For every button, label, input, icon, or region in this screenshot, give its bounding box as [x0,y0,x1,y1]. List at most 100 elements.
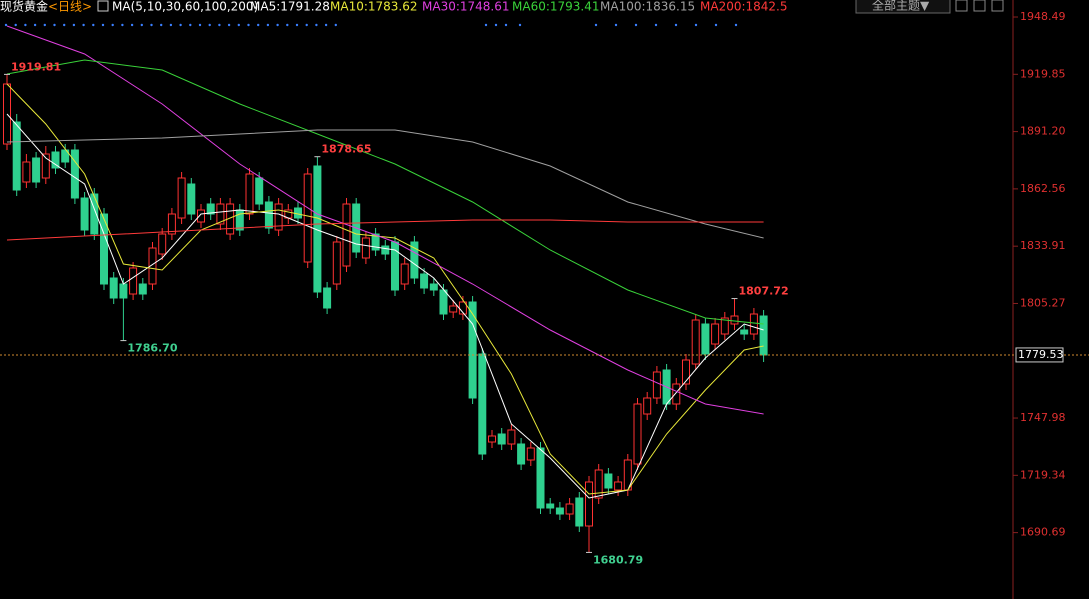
ma-line [6,83,764,495]
ma-line [6,25,764,415]
marker-dot [295,23,299,27]
candle-body [167,213,176,235]
candle-body [429,283,438,291]
marker-dot [257,23,260,27]
marker-dot [305,23,308,27]
indicator-icon[interactable] [97,0,109,12]
candle-body [109,277,118,299]
marker-dot [62,23,66,27]
marker-dot [714,23,718,27]
marker-dot [484,23,488,27]
y-tick-label: 1862.56 [1020,182,1066,195]
y-tick-label: 1891.20 [1020,125,1066,138]
ma-line [6,59,764,325]
marker-dot [121,23,124,27]
candle-body [235,209,244,231]
theme-button[interactable]: 全部主题▼ [872,0,930,13]
candle-body [555,507,564,515]
annotation-label: 1878.65 [321,143,371,156]
icon-button[interactable] [973,0,986,12]
marker-dot [266,23,270,27]
candle-body [197,209,205,223]
candle-body [468,301,477,399]
marker-dot [14,23,17,27]
marker-dot [324,23,328,27]
marker-dot [150,23,153,27]
candle-body [711,323,720,345]
ma-line [6,129,764,239]
marker-dot [208,23,211,27]
marker-dot [72,23,76,27]
candle-body [507,429,516,445]
candle-body [517,443,526,465]
candle-body [177,177,186,219]
candle-body [546,503,555,509]
marker-dot [504,23,508,27]
candle-body [381,245,390,255]
marker-dot [92,23,95,27]
last-price-box [1015,347,1064,363]
candle-body [652,371,661,399]
candle-body [264,201,273,229]
candle-body [439,289,448,315]
candle-body [255,177,264,205]
candle-body [740,329,749,335]
theme-button-box[interactable] [855,0,951,14]
candle-body [594,469,603,499]
marker-dot [334,23,337,27]
icon-button[interactable] [955,0,968,12]
candle-body [420,273,429,289]
candle-body [643,397,652,415]
candle-body [400,263,409,285]
legend-entry: MA30:1748.61 [422,0,510,14]
candle-body [22,161,31,183]
candle-body [61,149,70,163]
candle-body [274,203,283,231]
candle-body [410,241,419,279]
candle-body [536,447,545,509]
candle-body [100,213,108,285]
candle-body [80,197,89,231]
y-tick-label: 1805.27 [1020,296,1066,309]
candle-body [303,173,312,263]
candle-body [12,121,21,191]
marker-dot [218,23,221,27]
annotation-label: 1786.70 [127,342,177,355]
marker-dot [169,23,173,27]
legend-entry: MA200:1842.5 [700,0,788,14]
marker-dot [286,23,289,27]
candle-body [497,433,506,445]
candle-body [749,313,758,335]
icon-button[interactable] [991,0,1004,12]
candle-body [585,481,593,527]
marker-dot [518,23,522,27]
candle-body [565,503,574,515]
marker-dot [734,23,738,27]
marker-dot [247,23,250,27]
marker-dot [674,23,678,27]
marker-dot [24,23,27,27]
ma-line [6,219,764,241]
candle-body [604,473,613,489]
candle-body [138,283,147,295]
candle-body [70,149,79,199]
marker-dot [494,23,498,27]
candle-body [51,151,60,169]
candle-body [371,233,380,251]
annotation-label: 1919.81 [11,60,61,73]
marker-dot [614,23,618,27]
candle-body [32,157,41,183]
candle-body [682,359,690,385]
candle-body [449,305,458,313]
y-tick-label: 1719.34 [1020,468,1066,481]
candle-body [361,237,370,259]
legend-entry: MA100:1836.15 [600,0,695,14]
y-tick-label: 1833.91 [1020,239,1066,252]
candle-body [691,319,700,365]
candle-body [759,315,768,356]
candle-body [342,203,351,267]
candle-body [206,203,215,215]
marker-dot [198,23,202,27]
